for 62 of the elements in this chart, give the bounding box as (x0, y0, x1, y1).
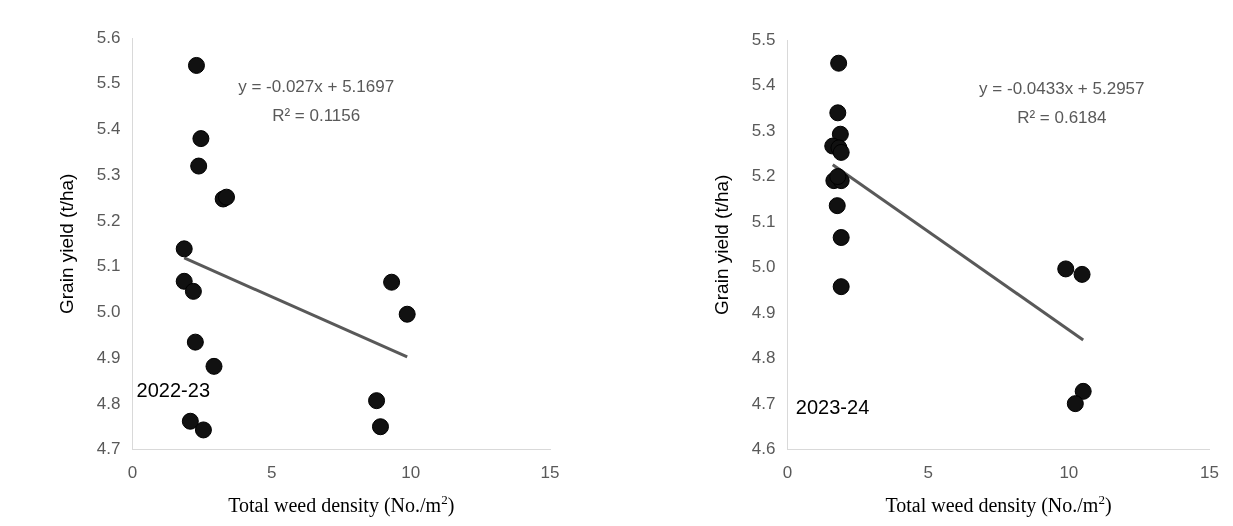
point (190, 157, 208, 175)
point (1074, 382, 1092, 400)
y-tick-label: 5.4 (751, 75, 776, 95)
x-tick-label: 15 (1200, 463, 1220, 483)
point (1057, 260, 1075, 278)
annotation: 2022-23 (136, 379, 211, 402)
y-tick-label: 5.0 (751, 257, 776, 277)
point (187, 56, 205, 74)
point (192, 130, 210, 148)
annotation: y = -0.0433x + 5.2957 (979, 78, 1145, 98)
annotation: R² = 0.1156 (272, 105, 361, 125)
x-tick-label: 0 (127, 463, 138, 483)
y-tick-label: 4.9 (96, 347, 121, 367)
y-tick-label: 5.1 (751, 211, 776, 231)
y-tick-label: 5.3 (751, 120, 776, 140)
point (832, 229, 850, 247)
point (184, 282, 202, 300)
point (829, 168, 847, 186)
y-tick-label: 5.0 (96, 302, 121, 322)
y-tick-label: 5.3 (96, 164, 121, 184)
y-tick-label: 5.5 (96, 73, 121, 93)
x-tick-label: 0 (782, 463, 793, 483)
x-tick-label: 5 (923, 463, 933, 483)
y-tick-label: 4.7 (751, 393, 776, 413)
y-tick-label: 4.8 (96, 393, 121, 413)
y-tick-label: 4.8 (751, 348, 776, 368)
y-axis-title: Grain yield (t/ha) (55, 173, 77, 315)
annotation: R² = 0.6184 (1017, 107, 1107, 127)
y-tick-label: 5.2 (751, 166, 776, 186)
point (1073, 265, 1091, 283)
point (175, 272, 193, 290)
y-tick-label: 5.5 (751, 29, 776, 49)
point (181, 412, 199, 430)
y-tick-label: 5.6 (96, 27, 121, 47)
point (828, 197, 846, 215)
y-tick-label: 4.7 (96, 439, 121, 459)
x-tick-label: 5 (266, 463, 277, 483)
x-tick-label: 10 (401, 463, 421, 483)
point (218, 188, 236, 206)
point (371, 418, 389, 436)
y-axis-title: Grain yield (t/ha) (710, 174, 732, 316)
point (383, 273, 401, 291)
x-tick-label: 10 (1059, 463, 1079, 483)
y-tick-label: 5.2 (96, 210, 121, 230)
point (832, 143, 850, 161)
point (194, 421, 212, 439)
point (829, 104, 847, 122)
point (1066, 395, 1084, 413)
point (832, 278, 850, 296)
point (186, 333, 204, 351)
annotation: 2023-24 (795, 396, 870, 419)
y-tick-label: 5.1 (96, 256, 121, 276)
point (398, 305, 416, 323)
point (368, 392, 386, 410)
y-tick-label: 4.6 (751, 439, 776, 459)
point (205, 357, 223, 375)
annotation: y = -0.027x + 5.1697 (238, 77, 395, 97)
point (175, 240, 193, 258)
point (830, 54, 848, 72)
x-tick-label: 15 (540, 463, 560, 483)
y-tick-label: 4.9 (751, 302, 776, 322)
y-tick-label: 5.4 (96, 119, 121, 139)
